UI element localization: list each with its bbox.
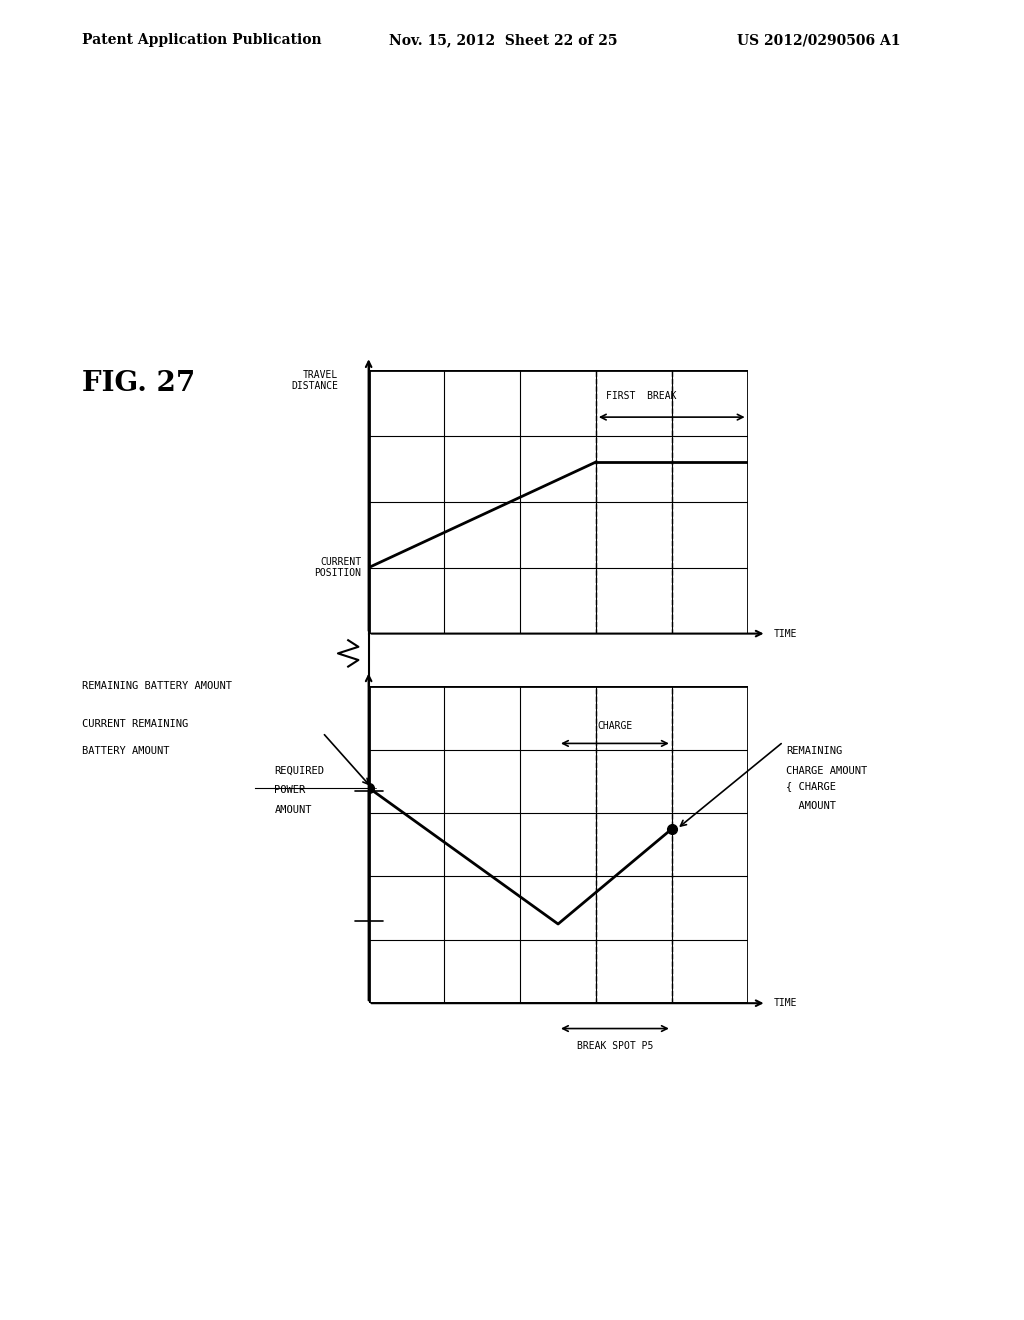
Text: FIRST  BREAK: FIRST BREAK [606, 391, 677, 401]
Text: { CHARGE: { CHARGE [786, 781, 837, 792]
Text: POWER: POWER [274, 785, 306, 796]
Text: CURRENT
POSITION: CURRENT POSITION [314, 557, 361, 578]
Text: TIME: TIME [774, 628, 798, 639]
Text: TRAVEL
DISTANCE: TRAVEL DISTANCE [292, 370, 338, 391]
Text: REQUIRED: REQUIRED [274, 766, 325, 776]
Text: CURRENT REMAINING: CURRENT REMAINING [82, 719, 188, 730]
Text: Nov. 15, 2012  Sheet 22 of 25: Nov. 15, 2012 Sheet 22 of 25 [389, 33, 617, 48]
Text: CHARGE: CHARGE [597, 721, 633, 731]
Text: REMAINING: REMAINING [786, 746, 843, 756]
Text: REMAINING BATTERY AMOUNT: REMAINING BATTERY AMOUNT [82, 681, 231, 692]
Text: TIME: TIME [774, 998, 798, 1008]
Text: AMOUNT: AMOUNT [274, 805, 312, 816]
Text: BATTERY AMOUNT: BATTERY AMOUNT [82, 746, 169, 756]
Text: Patent Application Publication: Patent Application Publication [82, 33, 322, 48]
Text: CHARGE AMOUNT: CHARGE AMOUNT [786, 766, 867, 776]
Text: BREAK SPOT P5: BREAK SPOT P5 [577, 1041, 653, 1051]
Text: AMOUNT: AMOUNT [786, 801, 837, 812]
Text: US 2012/0290506 A1: US 2012/0290506 A1 [737, 33, 901, 48]
Text: FIG. 27: FIG. 27 [82, 370, 196, 396]
